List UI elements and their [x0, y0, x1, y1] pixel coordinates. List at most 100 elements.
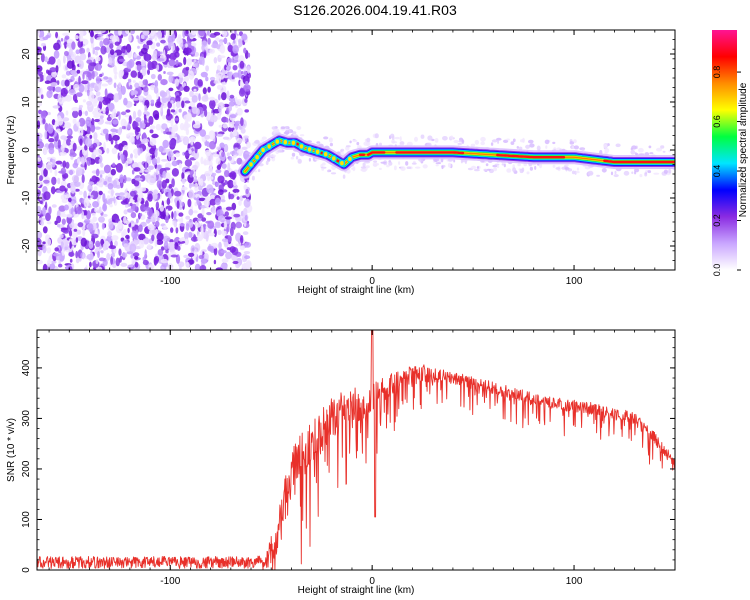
spectrogram-noise-blob [216, 133, 224, 137]
spectrogram-noise-blob [93, 186, 98, 192]
spectrogram-noise-blob [194, 242, 201, 253]
spectrogram-noise-blob [155, 168, 159, 176]
spectrogram-track-speckle [587, 170, 594, 176]
spectrogram-noise-blob [162, 170, 167, 179]
colorbar-tick-label: 0.6 [712, 115, 722, 128]
spectrogram-track-speckle [321, 168, 325, 171]
spectrogram-noise-blob [66, 60, 74, 69]
spectrogram-noise-blob [213, 259, 217, 265]
spectrogram-noise-blob [154, 220, 160, 228]
spectrogram-noise-blob [193, 178, 198, 183]
spectrogram-track-speckle [503, 139, 509, 143]
spectrogram-noise-blob [64, 35, 70, 40]
spectrogram-noise-blob [116, 111, 120, 116]
spectrogram-noise-blob [106, 116, 112, 122]
spectrogram-track-speckle [497, 140, 500, 144]
snr-y-tick-label: 100 [21, 511, 32, 528]
spectrogram-track-speckle [517, 163, 521, 167]
spectrogram-noise-blob [69, 258, 73, 263]
spectrogram-noise-blob [84, 144, 88, 151]
spectrogram-noise-blob [37, 157, 42, 162]
spectrogram-noise-blob [109, 43, 114, 49]
spectrogram-noise-blob [209, 198, 217, 206]
spectrogram-noise-blob [111, 235, 119, 241]
spectrogram-noise-blob [243, 70, 248, 76]
spectrogram-noise-blob [184, 231, 189, 240]
spectrogram-noise-blob [127, 227, 130, 234]
spectrogram-noise-blob [139, 239, 145, 249]
spectrogram-track-speckle [411, 162, 417, 165]
spectrogram-noise-blob [175, 59, 179, 67]
spectrogram-noise-blob [197, 79, 203, 87]
spectrogram-noise-blob [185, 238, 188, 245]
spectrogram-noise-blob [45, 163, 53, 171]
spectrogram-track-node-core [340, 161, 344, 166]
spectrogram-noise-blob [218, 124, 223, 128]
spectrogram-noise-blob [222, 136, 230, 140]
spectrogram-noise-blob [144, 161, 148, 170]
spectrogram-track-speckle [638, 147, 644, 153]
spectrogram-track-peak [496, 153, 566, 159]
spectrogram-noise-blob [42, 244, 47, 254]
spectrogram-noise-blob [79, 138, 83, 146]
snr-series-line [37, 330, 675, 570]
spectrogram-noise-blob [112, 134, 120, 141]
spectrogram-noise-blob [178, 212, 184, 217]
spectrogram-noise-blob [117, 220, 123, 230]
spectrogram-noise-blob [72, 118, 77, 125]
spectrogram-noise-blob [103, 141, 106, 151]
spectrogram-noise-blob [112, 162, 116, 167]
spectrogram-noise-blob [166, 71, 174, 76]
spectrogram-noise-blob [51, 71, 57, 78]
spectrogram-noise-blob [233, 213, 241, 218]
spectrogram-noise-blob [185, 66, 190, 71]
spectrogram-noise-blob [235, 243, 242, 247]
spectrogram-noise-blob [101, 83, 109, 87]
spectrogram-noise-blob [133, 53, 138, 58]
spectrogram-noise-blob [159, 90, 166, 97]
spectrogram-noise-blob [126, 208, 134, 213]
spectrogram-noise-blob [171, 127, 175, 137]
spectrogram-track-speckle [634, 152, 638, 156]
spectrogram-track-speckle [447, 162, 452, 168]
spectrogram-noise-blob [50, 186, 56, 195]
spectrogram-noise-blob [215, 44, 221, 50]
spectrogram-noise-blob [216, 146, 222, 151]
spectrogram-noise-blob [175, 152, 181, 158]
spectrogram-track-speckle [613, 174, 619, 178]
spectrogram-noise-blob [215, 169, 222, 174]
spectrogram-noise-blob [102, 96, 110, 106]
spectrogram-noise-blob [155, 101, 162, 108]
spectrogram-noise-blob [75, 49, 80, 55]
spectrogram-track-speckle [435, 162, 441, 165]
spectrogram-noise-blob [89, 261, 92, 268]
spectrogram-noise-blob [165, 249, 169, 254]
spectrogram-noise-blob [209, 76, 216, 81]
spectrogram-noise-blob [140, 34, 145, 40]
spectrogram-noise-blob [152, 110, 160, 119]
spectrogram-noise-blob [134, 261, 139, 268]
spectrogram-noise-blob [190, 183, 196, 187]
spectrogram-noise-blob [243, 84, 251, 92]
spectrogram-noise-blob [56, 128, 61, 134]
spectrogram-noise-blob [199, 265, 207, 270]
spectrogram-noise-blob [65, 94, 72, 102]
spectrogram-track-node-core [323, 152, 328, 157]
spectrogram-noise-blob [120, 153, 124, 161]
spectrogram-noise-blob [59, 185, 66, 192]
spectrogram-track-speckle [496, 165, 500, 168]
spectrogram-noise-blob [156, 156, 161, 164]
spectrogram-noise-blob [75, 206, 83, 214]
spectrogram-noise-blob [171, 155, 175, 162]
spectrogram-track-speckle [414, 166, 421, 169]
spectrogram-noise-blob [43, 168, 48, 177]
spectrogram-noise-blob [121, 125, 126, 130]
spectrogram-noise-blob [168, 183, 173, 189]
spectrogram-noise-blob [229, 114, 237, 119]
spectrogram-track-speckle [569, 141, 575, 145]
spectrogram-track-speckle [308, 157, 311, 162]
snr-frame [36, 329, 676, 571]
spectrogram-noise-blob [157, 249, 164, 256]
spectrogram-noise-blob [167, 241, 175, 251]
spectrogram-noise-blob [230, 180, 234, 187]
